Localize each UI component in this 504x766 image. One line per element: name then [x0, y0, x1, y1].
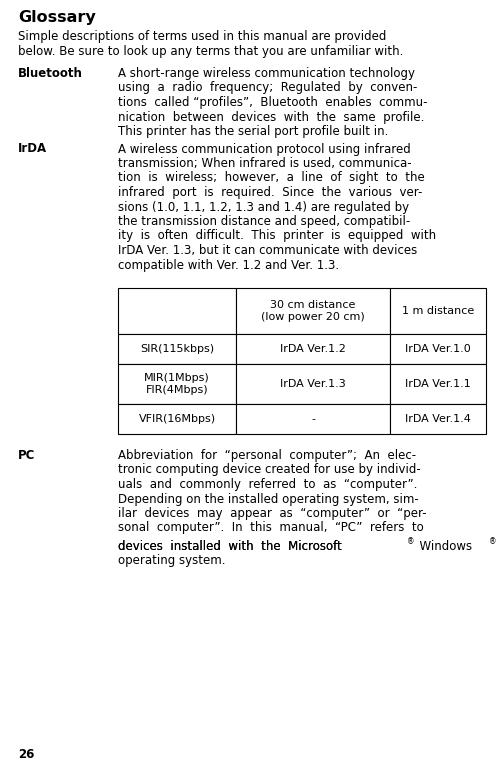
Text: Abbreviation  for  “personal  computer”;  An  elec-: Abbreviation for “personal computer”; An… [118, 449, 416, 462]
Bar [390, 334, 486, 364]
Text: IrDA Ver.1.3: IrDA Ver.1.3 [280, 379, 346, 389]
Text: Depending on the installed operating system, sim-: Depending on the installed operating sys… [118, 493, 419, 506]
Text: nication  between  devices  with  the  same  profile.: nication between devices with the same p… [118, 110, 424, 123]
Text: IrDA Ver.1.0: IrDA Ver.1.0 [405, 344, 471, 354]
Text: Windows: Windows [412, 539, 472, 552]
Text: IrDA Ver. 1.3, but it can communicate with devices: IrDA Ver. 1.3, but it can communicate wi… [118, 244, 417, 257]
Text: PC: PC [18, 449, 35, 462]
Text: transmission; When infrared is used, communica-: transmission; When infrared is used, com… [118, 157, 412, 170]
Text: tronic computing device created for use by individ-: tronic computing device created for use … [118, 463, 421, 476]
Bar [236, 404, 390, 434]
Bar [118, 364, 236, 404]
Text: sonal  computer”.  In  this  manual,  “PC”  refers  to: sonal computer”. In this manual, “PC” re… [118, 522, 424, 535]
Text: infrared  port  is  required.  Since  the  various  ver-: infrared port is required. Since the var… [118, 186, 422, 199]
Text: VFIR(16Mbps): VFIR(16Mbps) [139, 414, 216, 424]
Text: uals  and  commonly  referred  to  as  “computer”.: uals and commonly referred to as “comput… [118, 478, 417, 491]
Bar [390, 364, 486, 404]
Bar [236, 288, 390, 334]
Text: compatible with Ver. 1.2 and Ver. 1.3.: compatible with Ver. 1.2 and Ver. 1.3. [118, 258, 339, 271]
Text: IrDA: IrDA [18, 142, 47, 155]
Bar [118, 334, 236, 364]
Bar [118, 404, 236, 434]
Text: devices  installed  with  the  Microsoft: devices installed with the Microsoft [118, 539, 342, 552]
Text: operating system.: operating system. [118, 554, 225, 567]
Text: tion  is  wireless;  however,  a  line  of  sight  to  the: tion is wireless; however, a line of sig… [118, 172, 425, 185]
Text: 1 m distance: 1 m distance [402, 306, 474, 316]
Text: MIR(1Mbps)
FIR(4Mbps): MIR(1Mbps) FIR(4Mbps) [144, 373, 210, 394]
Text: -: - [311, 414, 315, 424]
Bar [390, 288, 486, 334]
Text: IrDA Ver.1.1: IrDA Ver.1.1 [405, 379, 471, 389]
Text: the transmission distance and speed, compatibil-: the transmission distance and speed, com… [118, 215, 410, 228]
Text: ity  is  often  difficult.  This  printer  is  equipped  with: ity is often difficult. This printer is … [118, 230, 436, 243]
Text: Glossary: Glossary [18, 10, 96, 25]
Text: ®: ® [407, 537, 414, 545]
Text: devices  installed  with  the  Microsoft: devices installed with the Microsoft [118, 539, 342, 552]
Text: Simple descriptions of terms used in this manual are provided: Simple descriptions of terms used in thi… [18, 30, 387, 43]
Text: 30 cm distance
(low power 20 cm): 30 cm distance (low power 20 cm) [261, 300, 365, 322]
Text: tions  called “profiles”,  Bluetooth  enables  commu-: tions called “profiles”, Bluetooth enabl… [118, 96, 427, 109]
Text: A wireless communication protocol using infrared: A wireless communication protocol using … [118, 142, 411, 155]
Text: IrDA Ver.1.4: IrDA Ver.1.4 [405, 414, 471, 424]
Text: 26: 26 [18, 748, 34, 761]
Text: SIR(115kbps): SIR(115kbps) [140, 344, 214, 354]
Text: ilar  devices  may  appear  as  “computer”  or  “per-: ilar devices may appear as “computer” or… [118, 507, 426, 520]
Text: using  a  radio  frequency;  Regulated  by  conven-: using a radio frequency; Regulated by co… [118, 81, 417, 94]
Bar [118, 288, 236, 334]
Text: sions (1.0, 1.1, 1.2, 1.3 and 1.4) are regulated by: sions (1.0, 1.1, 1.2, 1.3 and 1.4) are r… [118, 201, 409, 214]
Bar [236, 364, 390, 404]
Text: This printer has the serial port profile built in.: This printer has the serial port profile… [118, 125, 389, 138]
Text: Bluetooth: Bluetooth [18, 67, 83, 80]
Bar [236, 334, 390, 364]
Text: A short-range wireless communication technology: A short-range wireless communication tec… [118, 67, 415, 80]
Text: IrDA Ver.1.2: IrDA Ver.1.2 [280, 344, 346, 354]
Text: ®: ® [489, 537, 497, 545]
Bar [390, 404, 486, 434]
Text: below. Be sure to look up any terms that you are unfamiliar with.: below. Be sure to look up any terms that… [18, 44, 403, 57]
